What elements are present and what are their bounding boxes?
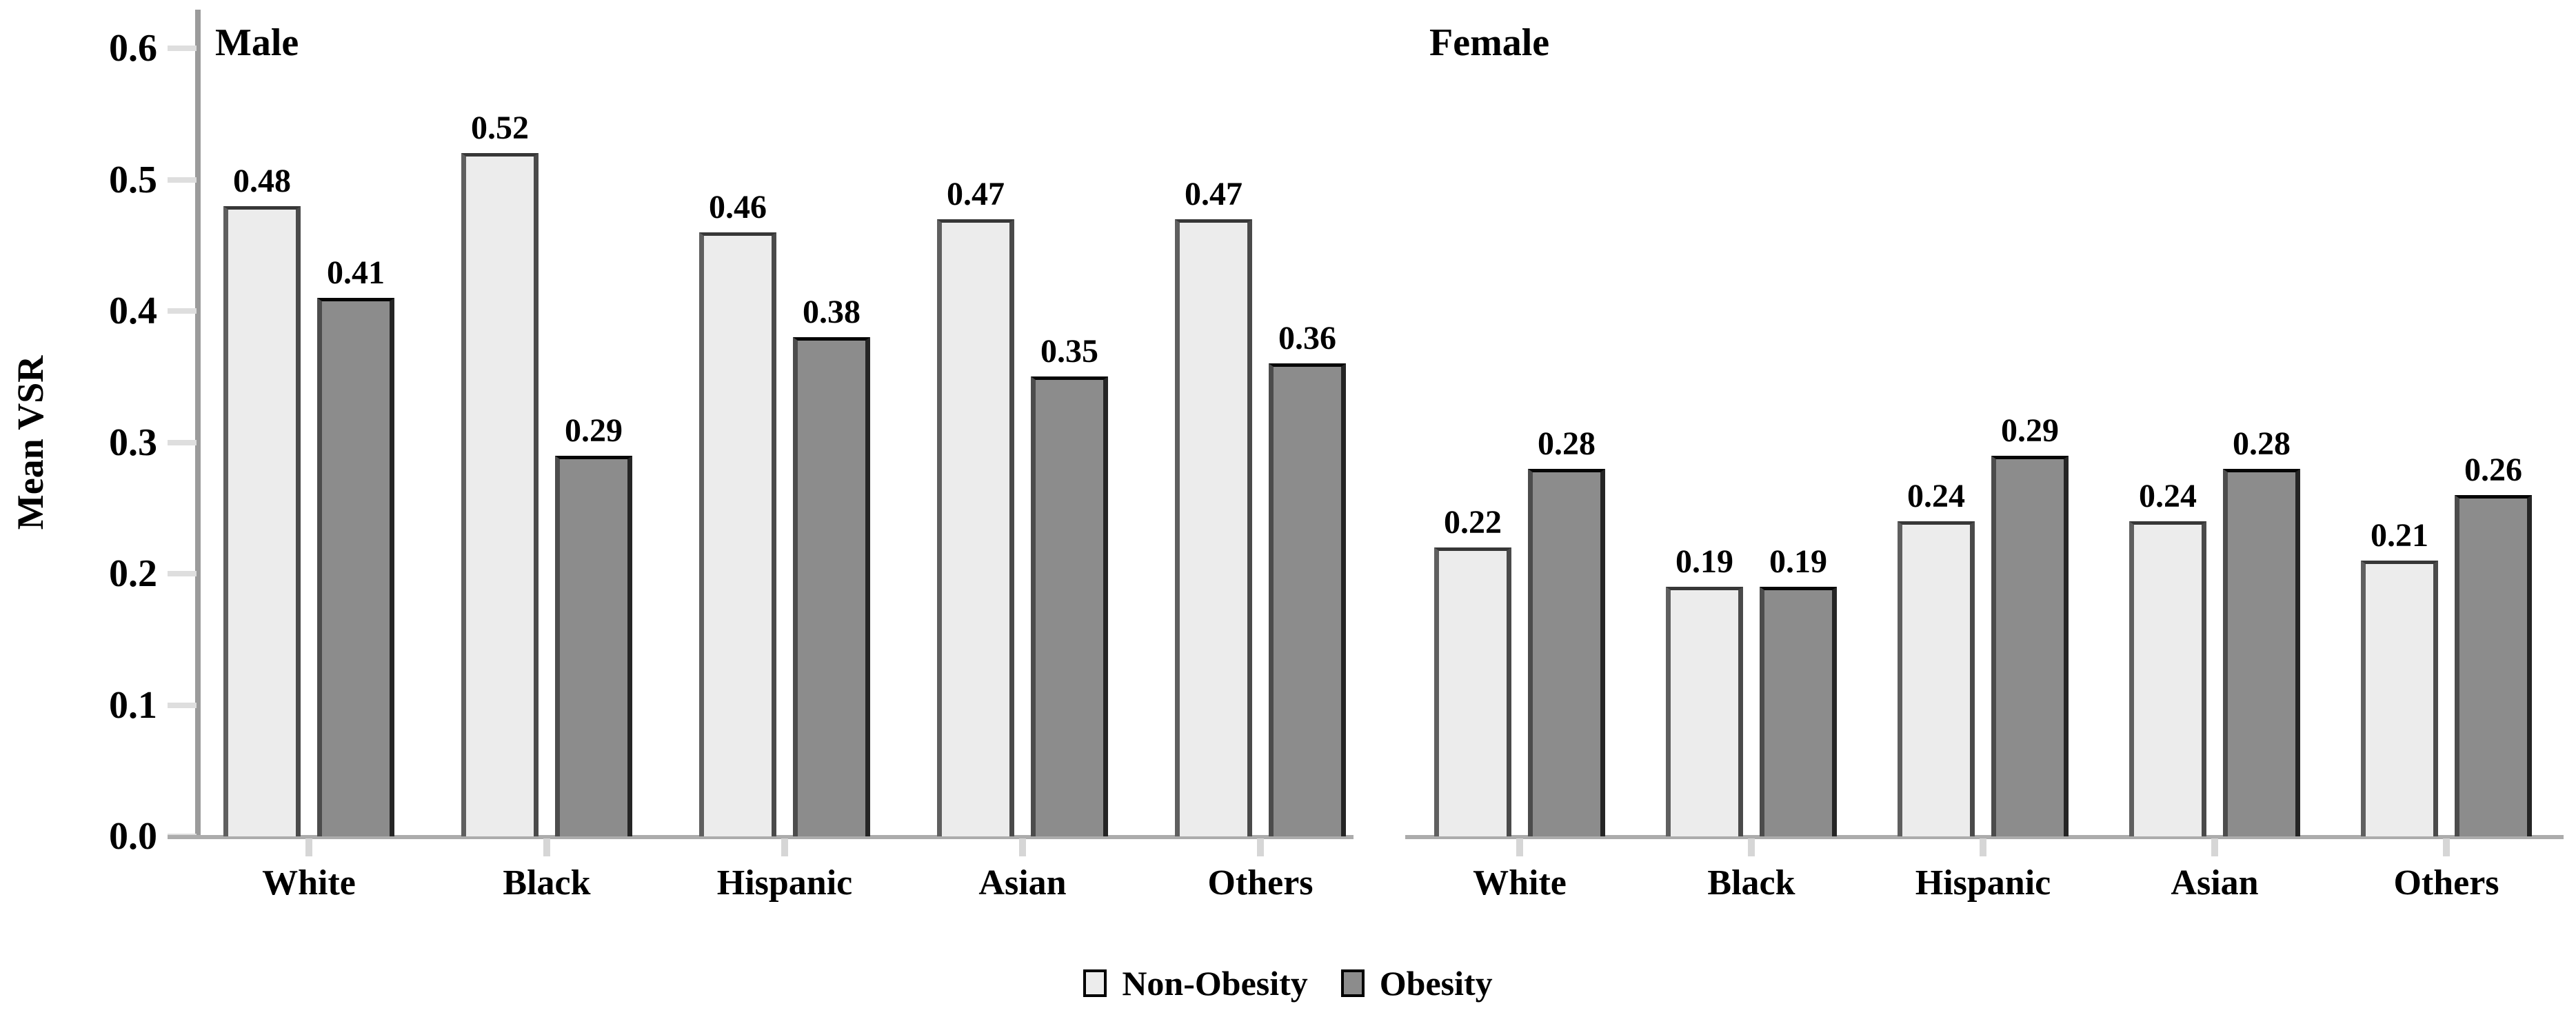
bar-value-label: 0.38 xyxy=(803,294,861,330)
panel-title-male: Male xyxy=(215,21,299,64)
legend-item-obesity: Obesity xyxy=(1340,964,1493,1003)
bar-value-label: 0.41 xyxy=(327,254,385,291)
y-tick-mark xyxy=(168,308,197,314)
bar-obesity-black xyxy=(555,456,632,836)
bar-obesity-white xyxy=(1528,469,1605,836)
bar-obesity-black xyxy=(1760,587,1837,836)
x-category-label-white: White xyxy=(262,863,356,903)
x-tick-mark xyxy=(1516,838,1523,856)
bar-non-obesity-asian xyxy=(2129,521,2206,836)
bar-value-label: 0.47 xyxy=(947,176,1005,212)
y-tick-mark xyxy=(168,702,197,708)
y-tick-label: 0.6 xyxy=(109,27,157,70)
y-tick-mark xyxy=(168,46,197,51)
bar-value-label: 0.47 xyxy=(1185,176,1242,212)
bar-value-label: 0.52 xyxy=(471,110,529,146)
x-category-label-others: Others xyxy=(1207,863,1314,903)
y-tick-mark xyxy=(168,177,197,183)
panel-title-female: Female xyxy=(1429,21,1550,64)
y-tick-label: 0.3 xyxy=(109,421,157,464)
y-tick-label: 0.2 xyxy=(109,552,157,595)
x-tick-mark xyxy=(1019,838,1026,856)
bar-non-obesity-white xyxy=(223,206,301,836)
bar-value-label: 0.29 xyxy=(2001,412,2059,449)
bar-non-obesity-asian xyxy=(937,219,1014,836)
bar-value-label: 0.21 xyxy=(2371,517,2428,554)
bar-obesity-others xyxy=(1269,363,1346,836)
y-tick-label: 0.4 xyxy=(109,290,157,332)
x-category-label-black: Black xyxy=(503,863,591,903)
bar-obesity-white xyxy=(317,298,394,836)
bar-obesity-others xyxy=(2455,495,2532,836)
x-tick-mark xyxy=(543,838,550,856)
bar-value-label: 0.28 xyxy=(2233,425,2291,462)
bar-obesity-hispanic xyxy=(1991,456,2069,836)
bar-non-obesity-hispanic xyxy=(1898,521,1975,836)
x-category-label-others: Others xyxy=(2393,863,2499,903)
x-category-label-asian: Asian xyxy=(2171,863,2259,903)
x-category-label-asian: Asian xyxy=(978,863,1067,903)
legend-item-non-obesity: Non-Obesity xyxy=(1083,964,1308,1003)
x-tick-mark xyxy=(1980,838,1986,856)
legend-swatch-icon xyxy=(1083,969,1107,997)
bar-value-label: 0.28 xyxy=(1538,425,1596,462)
bar-value-label: 0.48 xyxy=(233,163,291,199)
x-category-label-black: Black xyxy=(1707,863,1795,903)
bar-value-label: 0.22 xyxy=(1444,504,1502,541)
x-category-label-hispanic: Hispanic xyxy=(716,863,853,903)
x-category-label-white: White xyxy=(1473,863,1567,903)
bar-value-label: 0.19 xyxy=(1769,543,1827,580)
legend-label: Obesity xyxy=(1379,964,1493,1003)
legend-label: Non-Obesity xyxy=(1122,964,1308,1003)
bar-value-label: 0.19 xyxy=(1676,543,1733,580)
x-tick-mark xyxy=(2443,838,2450,856)
y-tick-label: 0.1 xyxy=(109,683,157,727)
y-axis-line xyxy=(195,10,201,839)
x-tick-mark xyxy=(1748,838,1755,856)
bar-value-label: 0.24 xyxy=(1907,478,1965,514)
y-tick-label: 0.5 xyxy=(109,158,157,201)
bar-value-label: 0.35 xyxy=(1040,333,1098,370)
y-tick-mark xyxy=(168,571,197,576)
bar-non-obesity-black xyxy=(1666,587,1743,836)
bar-non-obesity-black xyxy=(461,153,539,836)
legend: Non-Obesity Obesity xyxy=(0,964,2576,1003)
bar-value-label: 0.29 xyxy=(565,412,623,449)
y-tick-label: 0.0 xyxy=(109,815,157,858)
bar-non-obesity-hispanic xyxy=(699,232,776,836)
x-tick-mark xyxy=(305,838,312,856)
y-tick-mark xyxy=(168,439,197,445)
bar-non-obesity-others xyxy=(2361,561,2438,836)
bar-obesity-asian xyxy=(2223,469,2300,836)
x-tick-mark xyxy=(2211,838,2218,856)
bar-obesity-asian xyxy=(1031,376,1108,836)
bar-obesity-hispanic xyxy=(793,337,870,836)
bar-value-label: 0.46 xyxy=(709,189,767,225)
bar-value-label: 0.24 xyxy=(2139,478,2197,514)
bar-non-obesity-white xyxy=(1434,547,1511,836)
bar-non-obesity-others xyxy=(1175,219,1252,836)
x-tick-mark xyxy=(781,838,788,856)
bar-value-label: 0.26 xyxy=(2464,452,2522,488)
x-category-label-hispanic: Hispanic xyxy=(1915,863,2051,903)
legend-swatch-icon xyxy=(1340,969,1365,997)
x-axis-baseline xyxy=(168,835,1354,839)
x-axis-baseline xyxy=(1405,835,2564,839)
bar-value-label: 0.36 xyxy=(1278,320,1336,356)
x-tick-mark xyxy=(1257,838,1264,856)
